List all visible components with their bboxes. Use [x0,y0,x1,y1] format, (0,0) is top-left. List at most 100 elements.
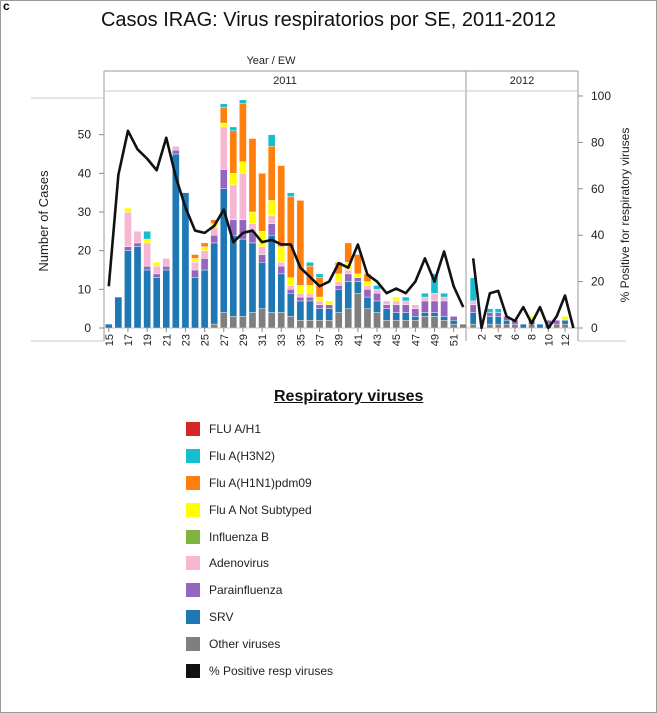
legend-swatch [186,529,200,544]
bar-segment [152,262,161,267]
x-tick-label: 23 [180,334,192,346]
bar-segment [191,258,199,263]
bar-segment [354,281,362,294]
bar-segment [421,296,429,302]
bar-segment [449,323,458,329]
bar-segment [258,173,266,232]
y-tick-label: 50 [78,128,92,142]
bar-segment [494,323,502,329]
legend-swatch [186,449,200,464]
bar-segment [258,262,266,309]
y2-tick-label: 0 [591,321,598,335]
x-tick-label: 45 [391,334,403,346]
legend-item: Flu A(H1N1)pdm09 [186,470,486,497]
bar-segment [239,316,247,329]
bar-segment [105,323,113,329]
bar-segment [561,323,569,329]
bar-segment [382,304,391,309]
bar-segment [459,323,467,329]
bar-segment [277,246,285,263]
bar-segment [469,312,477,325]
bar-segment [373,312,381,329]
bar-segment [152,265,161,275]
year-label-2012: 2012 [510,75,534,87]
bar-segment [229,130,238,174]
bar-segment [421,300,429,313]
legend-swatch [186,609,200,624]
bar-segment [191,254,199,259]
bar-segment [315,300,324,305]
bar-segment [363,296,372,309]
bar-segment [248,312,257,329]
bar-segment [306,285,314,294]
bar-segment [239,238,247,317]
bar-segment [258,246,266,255]
bar-segment [363,308,372,329]
legend-swatch [186,502,200,517]
y-tick-label: 10 [78,282,92,296]
bar-segment [296,200,305,286]
bar-segment [561,316,569,321]
legend-label: Flu A(H1N1)pdm09 [209,475,312,490]
bar-segment [258,308,266,329]
bar-segment [494,312,502,317]
bar-segment [258,254,266,263]
bar-segment [382,320,391,329]
bar-segment [239,99,247,104]
legend-label: Other viruses [209,636,281,651]
bar-segment [561,320,569,325]
bar-segment [296,296,305,302]
bar-segment [200,258,209,271]
bar-segment [277,262,285,267]
y2-tick-label: 100 [591,89,611,103]
bar-segment [430,273,439,294]
bar-segment [267,146,276,201]
x-tick-label: 39 [334,334,346,346]
bar-segment [325,300,333,305]
y-tick-label: 30 [78,205,92,219]
x-tick-label: 27 [219,334,231,346]
legend-label: Influenza B [209,529,270,544]
bar-segment [494,316,502,325]
legend-label: Flu A(H3N2) [209,449,276,464]
bar-segment [287,289,295,294]
year-label-2011: 2011 [273,75,297,87]
bar-segment [334,312,343,329]
legend-item: SRV [186,604,486,631]
bar-segment [402,312,410,321]
bar-segment [220,312,228,329]
y-tick-label: 0 [84,321,91,335]
bar-segment [220,188,228,313]
bar-segment [392,300,400,305]
pct-positive-line [471,258,575,330]
bar-segment [220,107,228,124]
x-tick-label: 12 [560,334,572,346]
bar-segment [411,320,420,329]
bar-segment [430,293,439,302]
bar-segment [296,293,305,298]
bar-segment [411,308,420,317]
bar-segment [229,234,238,317]
bar-segment [503,323,510,329]
y2-tick-label: 20 [591,275,605,289]
bar-segment [344,242,353,263]
bar-segment [277,273,285,313]
bar-segment [248,242,257,313]
bar-segment [503,320,510,325]
bar-segment [536,323,544,329]
bar-segment [267,312,276,329]
bar-segment [486,316,494,325]
bar-segment [277,312,285,329]
bar-segment [315,320,324,329]
y2-tick-label: 80 [591,135,605,149]
bar-segment [267,215,276,224]
x-tick-label: 21 [161,334,173,346]
bar-segment [229,173,238,186]
bar-segment [430,312,439,317]
bar-segment [143,242,151,267]
legend-item: FLU A/H1 [186,416,486,443]
bar-segment [392,296,400,302]
bar-segment [191,277,199,329]
legend-label: % Positive resp viruses [209,663,334,678]
